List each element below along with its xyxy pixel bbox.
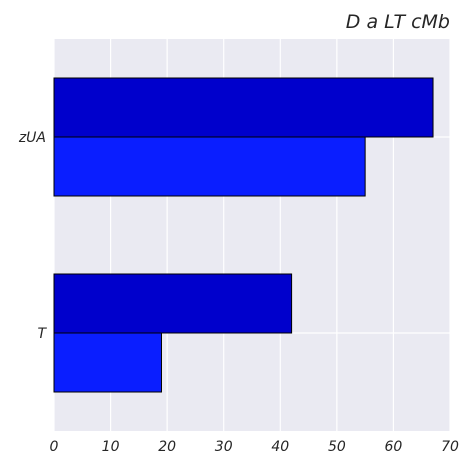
- y-tick-label: zUA: [18, 130, 46, 146]
- x-tick-label: 40: [271, 439, 289, 455]
- bars: [53, 77, 434, 393]
- bar-zua-series-1: [53, 77, 434, 138]
- x-tick-label: 30: [215, 439, 233, 455]
- x-tick-label: 70: [441, 439, 459, 455]
- x-tick-label: 0: [50, 439, 59, 455]
- bar-t-series-1: [53, 273, 293, 334]
- x-tick-label: 50: [328, 439, 346, 455]
- x-tick-label: 10: [102, 439, 120, 455]
- x-tick-labels: 0 10 20 30 40 50 60 70: [50, 439, 459, 455]
- bar-zua-series-2: [53, 136, 366, 197]
- y-tick-label: T: [37, 326, 47, 342]
- x-tick-label: 20: [158, 439, 176, 455]
- chart-title: D a LT cMb: [346, 11, 450, 33]
- bar-t-series-2: [53, 332, 162, 393]
- x-tick-label: 60: [385, 439, 403, 455]
